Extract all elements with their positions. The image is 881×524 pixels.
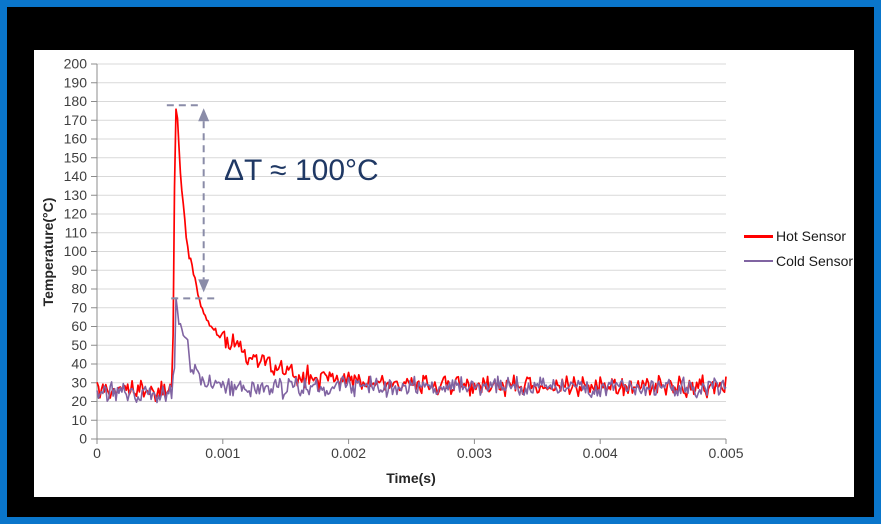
svg-text:100: 100 <box>64 243 88 259</box>
svg-text:0: 0 <box>93 445 101 461</box>
legend: Hot Sensor Cold Sensor <box>744 228 853 278</box>
x-axis-title: Time(s) <box>386 470 436 486</box>
svg-text:140: 140 <box>64 168 88 184</box>
svg-text:200: 200 <box>64 56 88 72</box>
chart-card: 0 10 20 30 40 50 60 70 80 90 100 110 120 130 140 150 160… <box>34 50 854 497</box>
svg-text:130: 130 <box>64 187 88 203</box>
svg-text:0.003: 0.003 <box>457 445 492 461</box>
svg-text:20: 20 <box>71 393 87 409</box>
y-axis-title: Temperature(°C) <box>40 197 56 307</box>
svg-text:80: 80 <box>71 281 87 297</box>
svg-text:40: 40 <box>71 356 87 372</box>
svg-text:50: 50 <box>71 337 87 353</box>
legend-label-hot-sensor: Hot Sensor <box>776 228 847 244</box>
svg-text:120: 120 <box>64 206 88 222</box>
svg-text:70: 70 <box>71 299 87 315</box>
svg-text:190: 190 <box>64 74 88 90</box>
legend-label-cold-sensor: Cold Sensor <box>776 253 854 269</box>
delta-t-annotation: ΔT ≈ 100°C <box>224 154 379 187</box>
svg-text:90: 90 <box>71 262 87 278</box>
legend-item-hot-sensor: Hot Sensor <box>744 228 853 244</box>
svg-text:180: 180 <box>64 93 88 109</box>
svg-text:60: 60 <box>71 318 87 334</box>
svg-text:150: 150 <box>64 149 88 165</box>
svg-text:160: 160 <box>64 131 88 147</box>
hot-sensor-line-swatch <box>744 234 773 238</box>
svg-text:170: 170 <box>64 112 88 128</box>
chart-plot: 0 10 20 30 40 50 60 70 80 90 100 110 120 130 140 150 160… <box>64 56 744 462</box>
svg-text:0.001: 0.001 <box>205 445 240 461</box>
svg-text:0: 0 <box>79 431 87 447</box>
svg-text:0.004: 0.004 <box>583 445 618 461</box>
svg-text:30: 30 <box>71 374 87 390</box>
svg-text:10: 10 <box>71 412 87 428</box>
svg-text:110: 110 <box>65 224 88 240</box>
svg-text:0.002: 0.002 <box>331 445 366 461</box>
cold-sensor-line-swatch <box>744 260 773 262</box>
chart-background: 0 10 20 30 40 50 60 70 80 90 100 110 120 130 140 150 160… <box>7 7 874 517</box>
svg-text:0.005: 0.005 <box>708 445 743 461</box>
legend-item-cold-sensor: Cold Sensor <box>744 253 853 269</box>
